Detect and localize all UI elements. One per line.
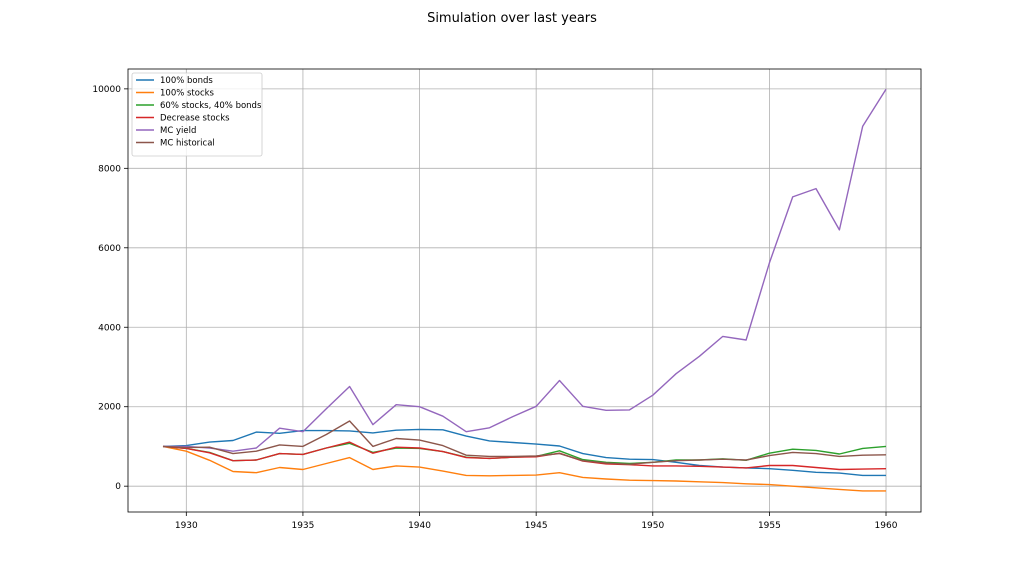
y-axis: 0 2000 4000 6000 8000 10000 bbox=[92, 85, 128, 492]
plot-frame bbox=[127, 68, 922, 513]
x-tick-label: 1950 bbox=[641, 521, 664, 531]
x-tick-label: 1930 bbox=[175, 521, 198, 531]
x-tick-label: 1940 bbox=[408, 521, 431, 531]
series-line-100-bonds bbox=[162, 428, 886, 477]
series-lines bbox=[162, 88, 887, 492]
legend-label-mc-yield: MC yield bbox=[160, 126, 196, 136]
series-line-mc-historical bbox=[162, 420, 887, 465]
x-axis: 1930 1935 1940 1945 1950 1955 1960 bbox=[175, 512, 898, 531]
legend-label-100-bonds: 100% bonds bbox=[160, 76, 213, 86]
legend-label-100-stocks: 100% stocks bbox=[160, 89, 215, 99]
legend-label-mc-historical: MC historical bbox=[160, 139, 215, 149]
y-tick-label: 8000 bbox=[98, 164, 121, 174]
y-tick-label: 2000 bbox=[98, 403, 121, 413]
x-tick-label: 1945 bbox=[525, 521, 548, 531]
series-line-100-stocks bbox=[162, 445, 886, 492]
x-tick-label: 1960 bbox=[875, 521, 898, 531]
y-tick-label: 6000 bbox=[98, 244, 121, 254]
chart-title: Simulation over last years bbox=[427, 11, 597, 26]
legend-box bbox=[131, 72, 263, 157]
series-line-decrease-stocks bbox=[162, 441, 887, 471]
legend-label-60-stocks-40-bonds: 60% stocks, 40% bonds bbox=[160, 101, 262, 111]
y-tick-label: 10000 bbox=[92, 85, 121, 95]
series-line-mc-yield bbox=[163, 88, 887, 452]
x-tick-label: 1935 bbox=[291, 521, 314, 531]
x-tick-label: 1955 bbox=[758, 521, 781, 531]
y-tick-label: 4000 bbox=[98, 323, 121, 333]
y-tick-label: 0 bbox=[115, 482, 121, 492]
legend: 100% bonds 100% stocks 60% stocks, 40% bon… bbox=[131, 72, 263, 157]
legend-label-decrease-stocks: Decrease stocks bbox=[160, 114, 230, 124]
